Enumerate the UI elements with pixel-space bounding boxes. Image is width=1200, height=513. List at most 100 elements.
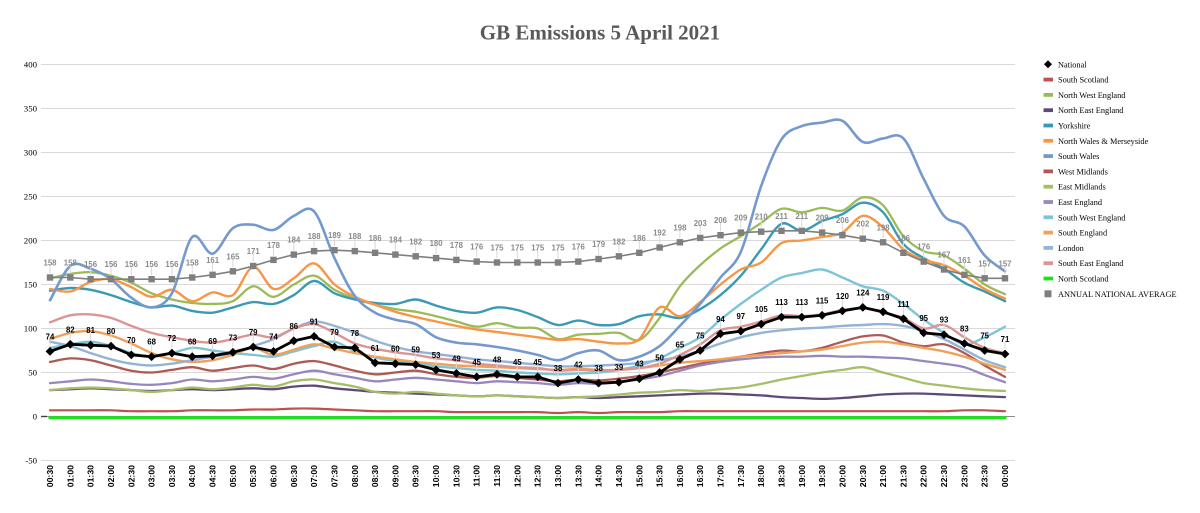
svg-text:176: 176	[917, 243, 931, 252]
svg-text:04:00: 04:00	[187, 465, 197, 487]
svg-text:15:30: 15:30	[655, 465, 665, 487]
svg-text:171: 171	[247, 247, 261, 256]
svg-text:East England: East England	[1058, 198, 1103, 207]
svg-text:186: 186	[369, 234, 383, 243]
svg-text:157: 157	[998, 259, 1011, 268]
svg-text:48: 48	[493, 355, 502, 364]
svg-text:South East England: South East England	[1058, 259, 1124, 268]
svg-text:06:30: 06:30	[289, 465, 299, 487]
svg-text:158: 158	[64, 259, 78, 268]
svg-text:20:30: 20:30	[858, 465, 868, 487]
svg-text:20:00: 20:00	[837, 465, 847, 487]
svg-text:06:00: 06:00	[269, 465, 279, 487]
svg-text:02:30: 02:30	[126, 465, 136, 487]
svg-text:105: 105	[755, 305, 769, 314]
svg-text:38: 38	[594, 364, 603, 373]
svg-text:78: 78	[350, 329, 359, 338]
svg-text:68: 68	[188, 338, 197, 347]
svg-text:10:00: 10:00	[431, 465, 441, 487]
svg-text:182: 182	[409, 237, 423, 246]
svg-text:115: 115	[816, 296, 829, 305]
svg-text:ANNUAL NATIONAL AVERAGE: ANNUAL NATIONAL AVERAGE	[1058, 290, 1177, 299]
svg-text:15:00: 15:00	[634, 465, 644, 487]
svg-text:60: 60	[391, 345, 400, 354]
svg-text:158: 158	[186, 259, 200, 268]
svg-text:13:00: 13:00	[553, 465, 563, 487]
svg-text:50: 50	[28, 368, 37, 378]
svg-text:11:30: 11:30	[492, 465, 502, 487]
svg-text:68: 68	[147, 338, 156, 347]
svg-text:43: 43	[635, 360, 644, 369]
svg-text:12:00: 12:00	[512, 465, 522, 487]
svg-text:North Wales & Merseyside: North Wales & Merseyside	[1058, 137, 1149, 146]
svg-text:02:00: 02:00	[106, 465, 116, 487]
svg-text:23:00: 23:00	[959, 465, 969, 487]
svg-text:21:00: 21:00	[878, 465, 888, 487]
svg-text:80: 80	[107, 327, 116, 336]
svg-text:100: 100	[24, 324, 38, 334]
svg-text:157: 157	[978, 259, 991, 268]
svg-text:211: 211	[775, 212, 788, 221]
svg-text:23:30: 23:30	[980, 465, 990, 487]
svg-text:189: 189	[328, 231, 342, 240]
svg-text:188: 188	[308, 232, 322, 241]
svg-text:South West England: South West England	[1058, 213, 1126, 222]
svg-text:161: 161	[206, 256, 220, 265]
svg-text:79: 79	[330, 328, 339, 337]
svg-text:175: 175	[511, 244, 525, 253]
svg-text:00:30: 00:30	[45, 465, 55, 487]
svg-text:178: 178	[450, 241, 464, 250]
svg-text:10:30: 10:30	[451, 465, 461, 487]
svg-text:North East England: North East England	[1058, 106, 1124, 115]
svg-text:81: 81	[86, 326, 95, 335]
svg-text:18:00: 18:00	[756, 465, 766, 487]
svg-text:13:30: 13:30	[573, 465, 583, 487]
svg-text:09:30: 09:30	[411, 465, 421, 487]
svg-text:74: 74	[46, 332, 55, 341]
svg-text:124: 124	[856, 288, 870, 297]
svg-text:86: 86	[289, 322, 298, 331]
svg-text:79: 79	[249, 328, 258, 337]
svg-text:95: 95	[919, 314, 928, 323]
svg-text:198: 198	[673, 223, 687, 232]
svg-text:-50: -50	[25, 456, 37, 466]
svg-text:09:00: 09:00	[390, 465, 400, 487]
svg-text:206: 206	[714, 216, 728, 225]
svg-text:111: 111	[897, 300, 910, 309]
svg-text:00:00: 00:00	[1000, 465, 1010, 487]
svg-text:91: 91	[310, 317, 319, 326]
svg-text:93: 93	[940, 316, 949, 325]
svg-text:156: 156	[104, 260, 118, 269]
svg-text:206: 206	[836, 216, 850, 225]
svg-text:38: 38	[554, 364, 563, 373]
svg-text:198: 198	[877, 223, 891, 232]
svg-text:East Midlands: East Midlands	[1058, 183, 1106, 192]
svg-text:120: 120	[836, 292, 850, 301]
svg-text:GB Emissions 5 April 2021: GB Emissions 5 April 2021	[480, 21, 720, 45]
svg-text:82: 82	[66, 325, 75, 334]
svg-text:16:30: 16:30	[695, 465, 705, 487]
svg-text:South Scotland: South Scotland	[1058, 76, 1109, 85]
svg-text:94: 94	[716, 315, 725, 324]
svg-text:45: 45	[533, 358, 542, 367]
svg-text:22:00: 22:00	[919, 465, 929, 487]
svg-text:70: 70	[127, 336, 136, 345]
svg-text:150: 150	[24, 280, 38, 290]
svg-text:156: 156	[165, 260, 179, 269]
svg-text:209: 209	[816, 214, 830, 223]
svg-text:176: 176	[572, 243, 586, 252]
svg-text:39: 39	[615, 363, 624, 372]
svg-text:05:00: 05:00	[228, 465, 238, 487]
svg-text:45: 45	[472, 358, 481, 367]
svg-text:161: 161	[958, 256, 972, 265]
svg-text:42: 42	[574, 361, 583, 370]
svg-text:210: 210	[755, 213, 769, 222]
svg-text:12:30: 12:30	[533, 465, 543, 487]
svg-text:176: 176	[470, 243, 484, 252]
svg-text:50: 50	[655, 354, 664, 363]
svg-text:14:30: 14:30	[614, 465, 624, 487]
svg-text:19:30: 19:30	[817, 465, 827, 487]
svg-text:01:00: 01:00	[65, 465, 75, 487]
svg-text:National: National	[1058, 60, 1087, 69]
svg-text:113: 113	[796, 298, 809, 307]
